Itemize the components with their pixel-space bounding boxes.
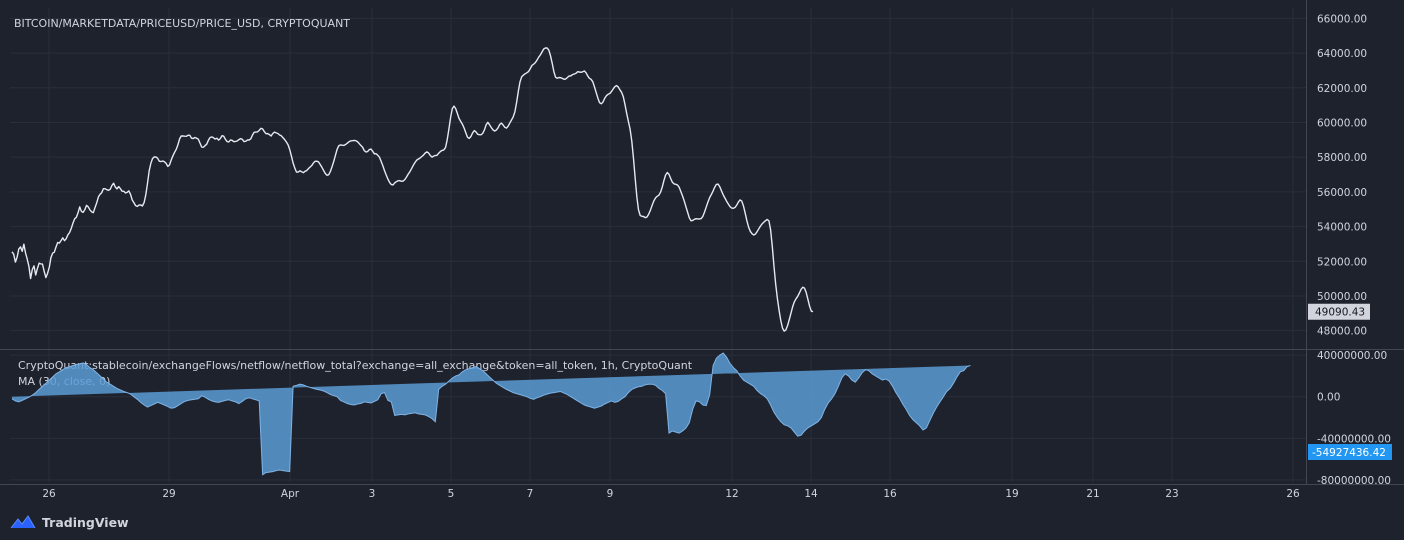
x-tick-label: 5 [448, 488, 455, 500]
price-y-tick-label: 58000.00 [1317, 152, 1367, 164]
grid [10, 8, 1306, 482]
price-y-tick-label: 64000.00 [1317, 48, 1367, 60]
netflow-series-area [12, 353, 971, 475]
price-y-tick-label: 56000.00 [1317, 187, 1367, 199]
axes: 66000.00 64000.00 62000.00 60000.00 58000.00… [0, 0, 1404, 500]
x-tick-label: 26 [1286, 488, 1300, 500]
netflow-y-tick-label: -40000000.00 [1317, 433, 1391, 445]
netflow-y-tick-label: 40000000.00 [1317, 350, 1387, 362]
netflow-y-tick-label: 0.00 [1317, 392, 1340, 404]
price-y-tick-label: 48000.00 [1317, 326, 1367, 338]
x-tick-label: 29 [162, 488, 175, 500]
price-last-value-label: 49090.43 [1315, 307, 1365, 319]
price-y-tick-label: 60000.00 [1317, 117, 1367, 129]
price-y-tick-label: 50000.00 [1317, 291, 1367, 303]
tradingview-logo-icon [10, 515, 36, 529]
x-tick-label: 21 [1086, 488, 1099, 500]
price-y-tick-label: 66000.00 [1317, 13, 1367, 25]
x-tick-label: Apr [281, 488, 300, 500]
x-tick-label: 3 [369, 488, 376, 500]
price-pane-title: BITCOIN/MARKETDATA/PRICEUSD/PRICE_USD, C… [14, 17, 350, 30]
netflow-series-line [11, 352, 971, 476]
brand-name: TradingView [42, 514, 129, 530]
netflow-pane-title: CryptoQuant:stablecoin/exchangeFlows/net… [18, 359, 693, 372]
price-pane: BITCOIN/MARKETDATA/PRICEUSD/PRICE_USD, C… [11, 17, 814, 332]
price-y-tick-label: 54000.00 [1317, 222, 1367, 234]
netflow-last-value-box [1308, 444, 1392, 460]
netflow-last-value-label: -54927436.42 [1312, 447, 1386, 459]
netflow-y-tick-label: -80000000.00 [1317, 475, 1391, 487]
x-tick-label: 23 [1165, 488, 1178, 500]
price-y-tick-label: 62000.00 [1317, 83, 1367, 95]
x-tick-label: 14 [804, 488, 818, 500]
x-tick-label: 12 [725, 488, 738, 500]
brand-logo[interactable]: TradingView [10, 512, 129, 532]
price-series-line [11, 47, 814, 332]
x-tick-label: 19 [1005, 488, 1018, 500]
x-tick-label: 26 [42, 488, 56, 500]
x-tick-label: 7 [527, 488, 534, 500]
x-tick-label: 16 [883, 488, 897, 500]
x-tick-label: 9 [607, 488, 614, 500]
netflow-pane: CryptoQuant:stablecoin/exchangeFlows/net… [11, 352, 971, 476]
price-last-value-box [1308, 303, 1370, 320]
price-y-tick-label: 52000.00 [1317, 256, 1367, 268]
